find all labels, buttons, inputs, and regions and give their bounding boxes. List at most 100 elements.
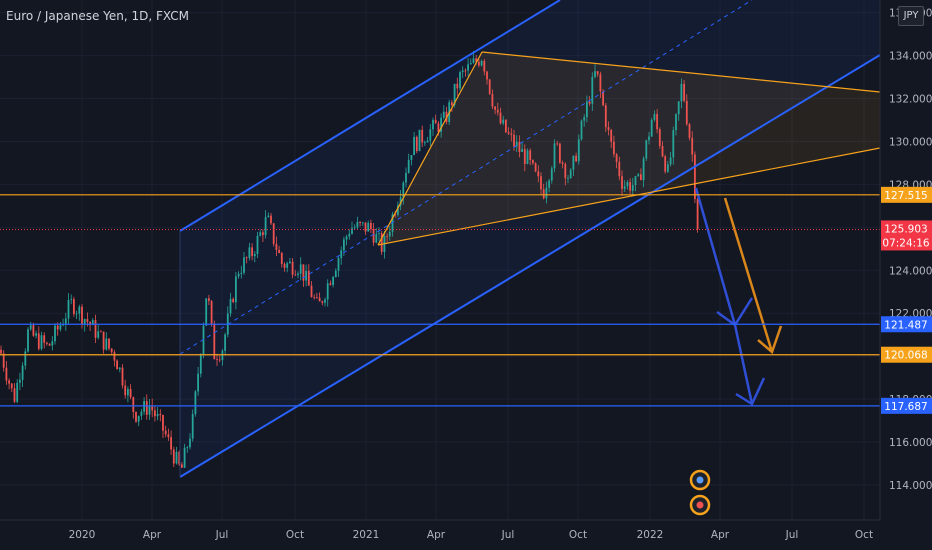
- price-tag-bg-1: [881, 220, 932, 251]
- x-tick-label-10: Jul: [785, 529, 799, 541]
- candle-body-161: [434, 119, 437, 124]
- candle-body-34: [91, 320, 94, 326]
- candle-body-90: [243, 257, 245, 273]
- y-tick-label-10: 134.000: [889, 51, 932, 63]
- candle-body-175: [472, 58, 475, 63]
- candle-body-144: [388, 231, 391, 237]
- x-tick-label-2: Jul: [215, 529, 229, 541]
- candle-body-117: [316, 297, 318, 299]
- channel-lower: [179, 54, 881, 478]
- candle-body-207: [559, 143, 561, 163]
- candle-body-64: [172, 449, 175, 464]
- candle-body-31: [83, 319, 86, 325]
- candle-body-80: [216, 359, 218, 361]
- candle-body-147: [397, 205, 399, 215]
- candle-body-173: [467, 64, 469, 71]
- grid: [0, 0, 880, 520]
- candle-body-224: [604, 105, 607, 128]
- candle-body-247: [667, 164, 669, 172]
- candle-body-47: [127, 388, 129, 396]
- candle-body-159: [429, 129, 432, 141]
- candle-body-257: [694, 154, 696, 200]
- event-markers: [689, 469, 711, 516]
- candle-body-245: [661, 145, 664, 157]
- candle-body-179: [483, 60, 486, 72]
- candle-body-30: [81, 306, 83, 325]
- candle-body-94: [253, 253, 256, 257]
- event-marker-2-dot: [696, 501, 704, 509]
- candle-body-1: [2, 353, 5, 368]
- candle-body-229: [618, 161, 621, 177]
- candle-body-95: [256, 235, 259, 254]
- candle-body-233: [629, 182, 631, 191]
- candle-body-182: [491, 93, 494, 107]
- candle-body-46: [124, 385, 127, 396]
- candle-body-36: [97, 331, 100, 338]
- candle-body-219: [591, 76, 594, 104]
- price-tag-label-3: 120.068: [884, 350, 927, 362]
- candle-body-163: [440, 117, 442, 132]
- candle-body-252: [680, 83, 683, 102]
- candle-body-25: [67, 300, 70, 319]
- candle-body-110: [297, 273, 299, 276]
- candle-body-82: [221, 350, 224, 361]
- candle-body-48: [129, 388, 132, 398]
- y-tick-label-8: 130.000: [889, 136, 932, 148]
- candle-body-171: [461, 70, 464, 73]
- candle-body-202: [545, 187, 548, 199]
- candle-body-160: [432, 119, 434, 130]
- candle-body-137: [370, 223, 372, 229]
- triangle-fill: [378, 52, 880, 245]
- candle-body-119: [321, 301, 324, 303]
- drawings-back: [180, 0, 880, 477]
- x-tick-label-7: Oct: [569, 529, 587, 541]
- candle-body-0: [0, 349, 2, 354]
- candle-body-127: [343, 239, 345, 251]
- candle-body-192: [518, 141, 521, 152]
- candle-body-42: [113, 352, 116, 361]
- candle-body-208: [561, 162, 564, 164]
- candle-body-176: [475, 58, 478, 62]
- candle-body-2: [5, 367, 8, 381]
- candle-body-24: [64, 318, 67, 325]
- candle-body-91: [245, 257, 248, 259]
- candle-body-237: [640, 174, 642, 181]
- price-axis: 114.000116.000118.000120.000122.000124.0…: [879, 0, 932, 520]
- candle-body-37: [100, 331, 102, 333]
- candle-body-153: [413, 136, 415, 156]
- event-marker-1-dot: [696, 476, 704, 484]
- candle-body-32: [86, 319, 89, 323]
- candle-body-148: [399, 197, 402, 206]
- candle-body-105: [283, 263, 286, 268]
- candle-body-121: [326, 283, 329, 300]
- candle-body-74: [199, 354, 202, 374]
- candle-body-214: [577, 139, 580, 162]
- candle-body-115: [310, 285, 313, 298]
- candle-body-61: [164, 430, 167, 435]
- candle-body-128: [345, 236, 348, 240]
- candle-body-226: [610, 129, 613, 142]
- candle-body-108: [291, 261, 294, 275]
- candle-body-250: [675, 114, 677, 131]
- candle-body-195: [526, 150, 529, 164]
- candle-body-213: [575, 155, 577, 162]
- candle-body-152: [410, 155, 413, 160]
- candle-body-5: [13, 388, 16, 402]
- forecast-orange-head: [757, 325, 783, 355]
- candle-body-178: [480, 60, 483, 66]
- candle-body-6: [16, 382, 19, 402]
- currency-label[interactable]: JPY: [898, 6, 924, 26]
- y-tick-label-1: 116.000: [889, 437, 932, 449]
- symbol-title: Euro / Japanese Yen, 1D, FXCM: [6, 9, 190, 23]
- y-tick-label-0: 114.000: [889, 480, 932, 492]
- candle-body-22: [59, 325, 62, 330]
- candle-body-151: [407, 159, 410, 173]
- candle-body-139: [375, 233, 378, 243]
- candle-body-122: [329, 283, 332, 285]
- candle-body-56: [151, 405, 154, 411]
- candle-body-185: [499, 112, 502, 124]
- candle-body-14: [37, 333, 40, 349]
- candle-body-186: [502, 119, 505, 124]
